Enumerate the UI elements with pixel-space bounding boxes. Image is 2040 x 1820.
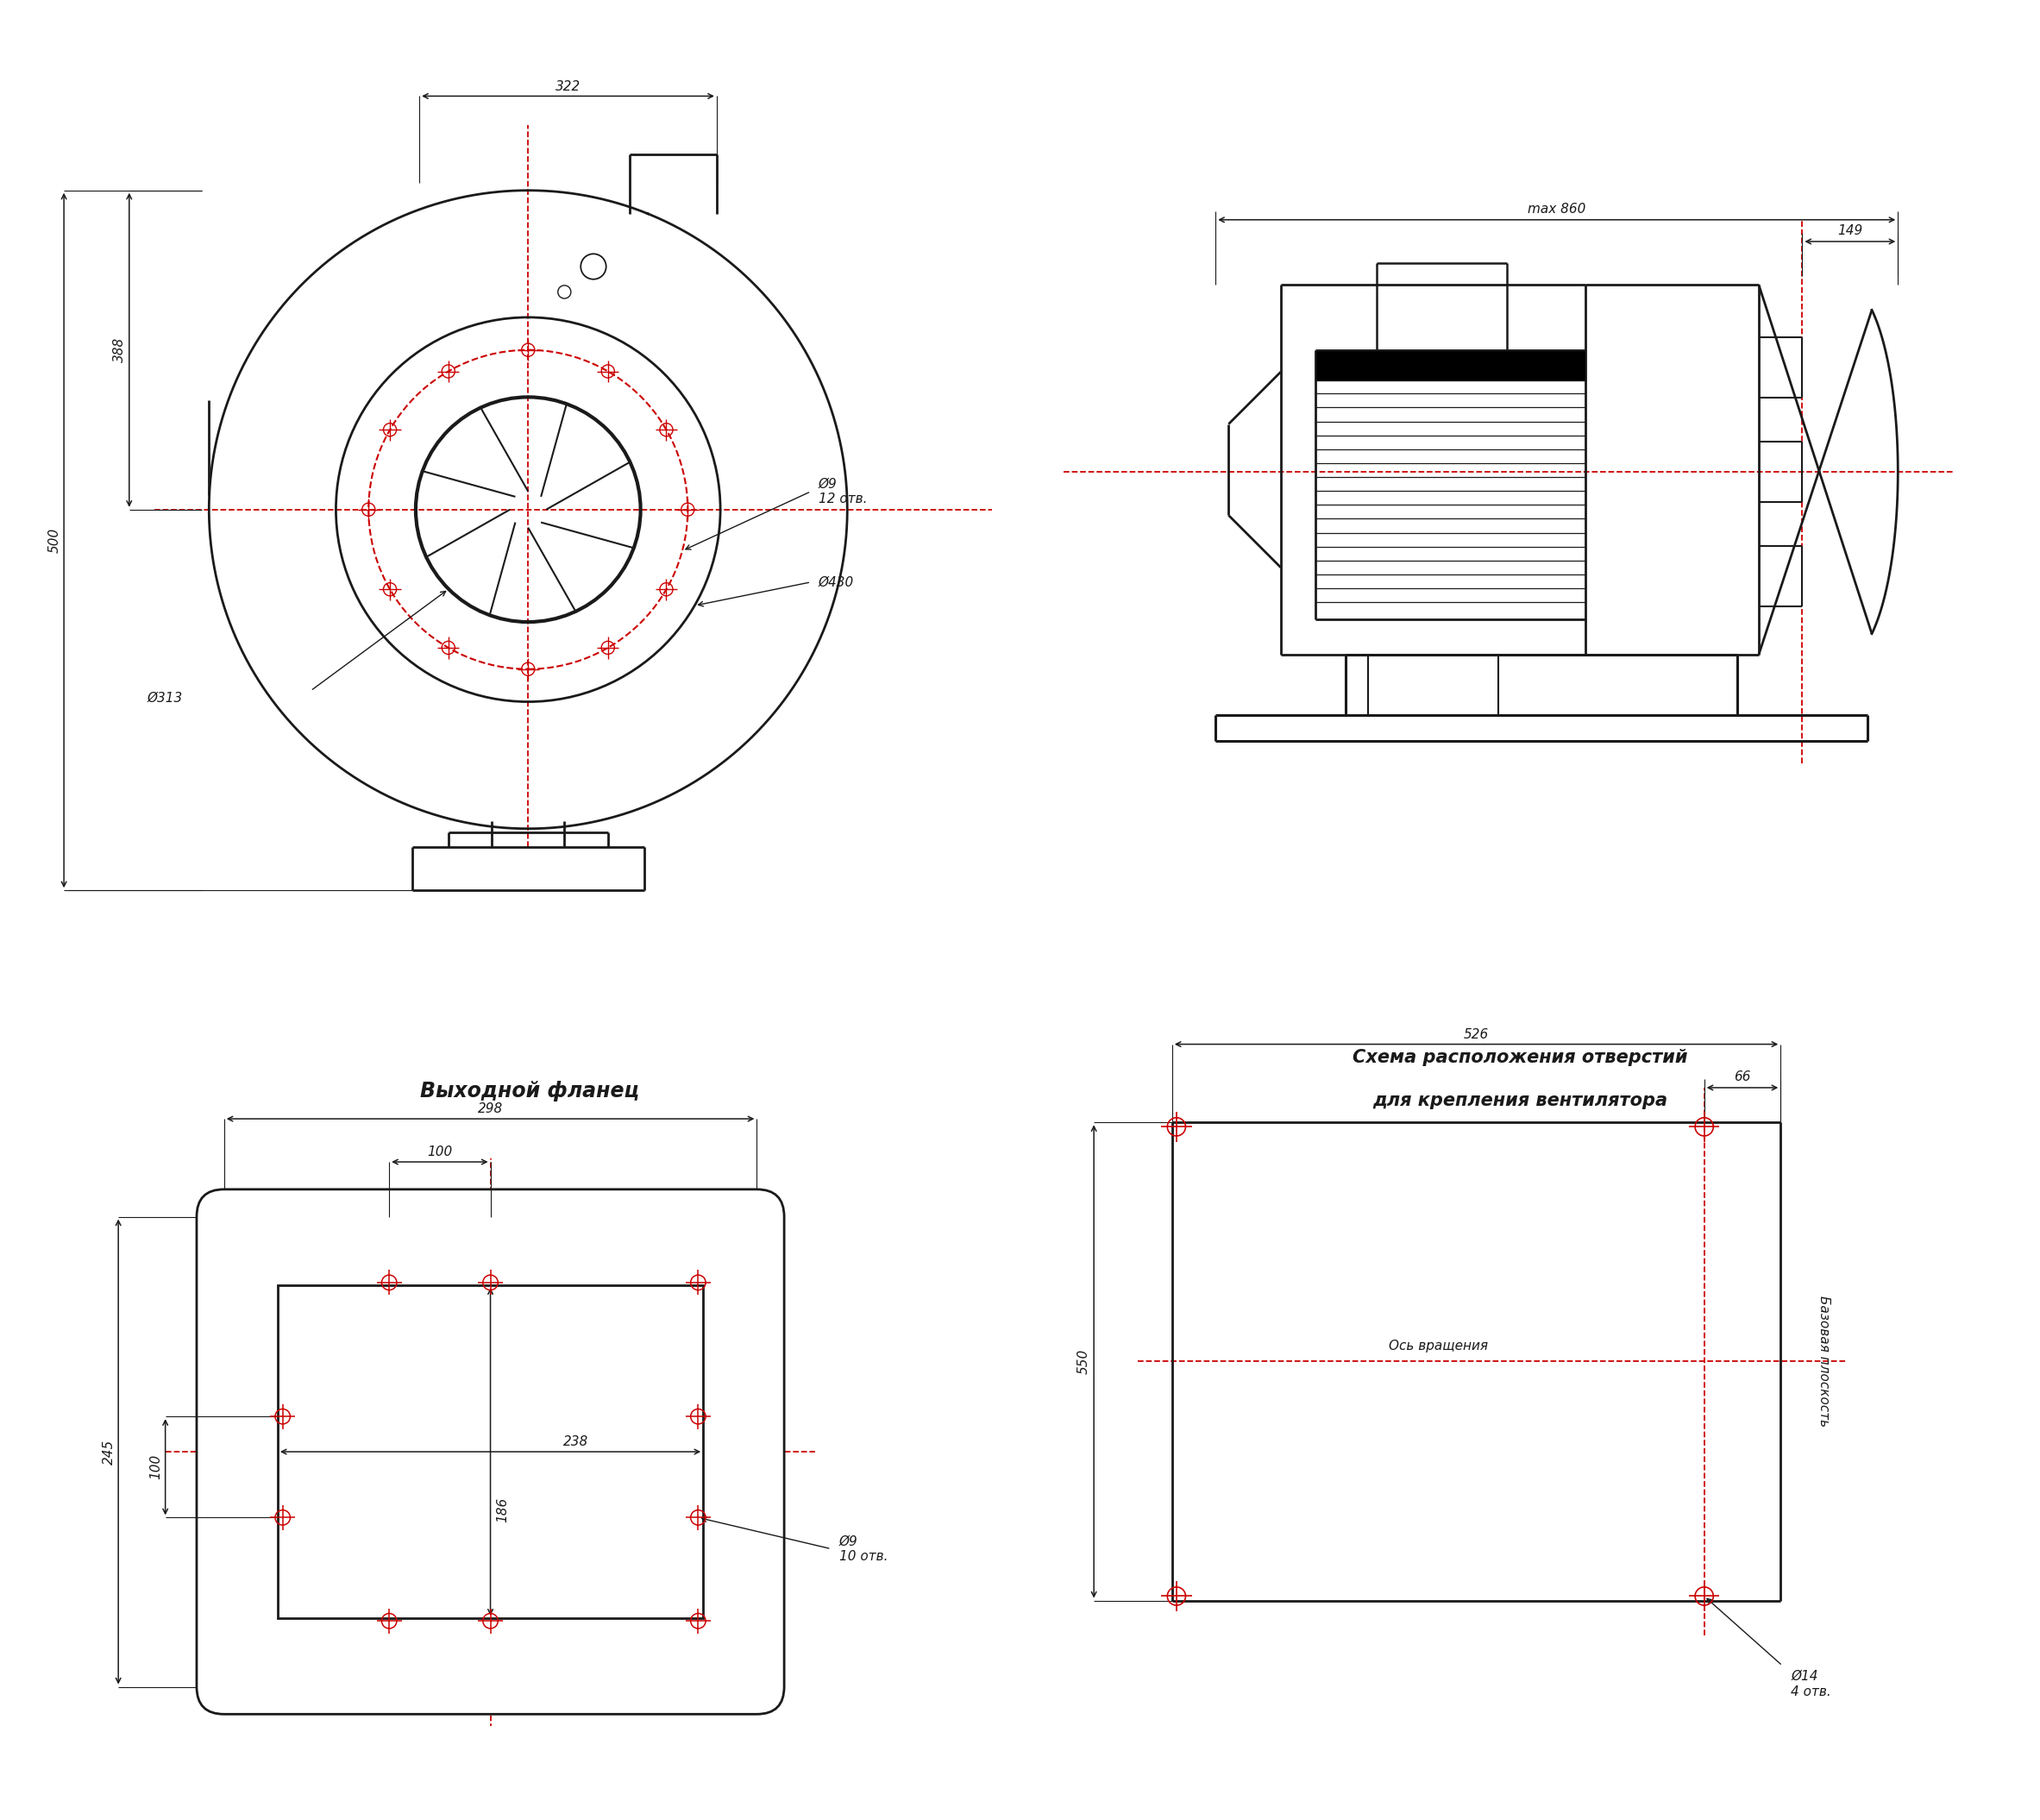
Text: Ø14
4 отв.: Ø14 4 отв. bbox=[1791, 1671, 1832, 1698]
Text: 100: 100 bbox=[426, 1147, 453, 1159]
Text: 149: 149 bbox=[1838, 224, 1863, 237]
Text: 500: 500 bbox=[49, 528, 61, 553]
Text: Ø9
10 отв.: Ø9 10 отв. bbox=[838, 1534, 887, 1563]
Text: Ø430: Ø430 bbox=[818, 575, 855, 588]
Text: Ø313: Ø313 bbox=[147, 692, 184, 704]
Text: Базовая плоскость: Базовая плоскость bbox=[1818, 1296, 1830, 1427]
Text: для крепления вентилятора: для крепления вентилятора bbox=[1373, 1092, 1667, 1110]
Text: max 860: max 860 bbox=[1528, 202, 1585, 215]
Text: 238: 238 bbox=[563, 1434, 588, 1449]
Text: Схема расположения отверстий: Схема расположения отверстий bbox=[1353, 1048, 1687, 1067]
Bar bbox=[1316, 349, 1585, 380]
Text: 186: 186 bbox=[496, 1498, 510, 1523]
Text: 66: 66 bbox=[1734, 1070, 1750, 1083]
Text: 526: 526 bbox=[1465, 1028, 1489, 1041]
Text: 388: 388 bbox=[114, 337, 126, 362]
Bar bbox=[277, 1285, 704, 1618]
Text: Выходной фланец: Выходной фланец bbox=[420, 1081, 639, 1101]
Text: 322: 322 bbox=[555, 80, 581, 93]
Text: 100: 100 bbox=[149, 1454, 163, 1480]
Text: Ось вращения: Ось вращения bbox=[1389, 1340, 1487, 1352]
Text: 550: 550 bbox=[1077, 1349, 1091, 1374]
Text: 245: 245 bbox=[102, 1440, 114, 1465]
Text: Ø9
12 отв.: Ø9 12 отв. bbox=[818, 477, 867, 506]
Text: 298: 298 bbox=[477, 1103, 504, 1116]
FancyBboxPatch shape bbox=[196, 1188, 783, 1714]
